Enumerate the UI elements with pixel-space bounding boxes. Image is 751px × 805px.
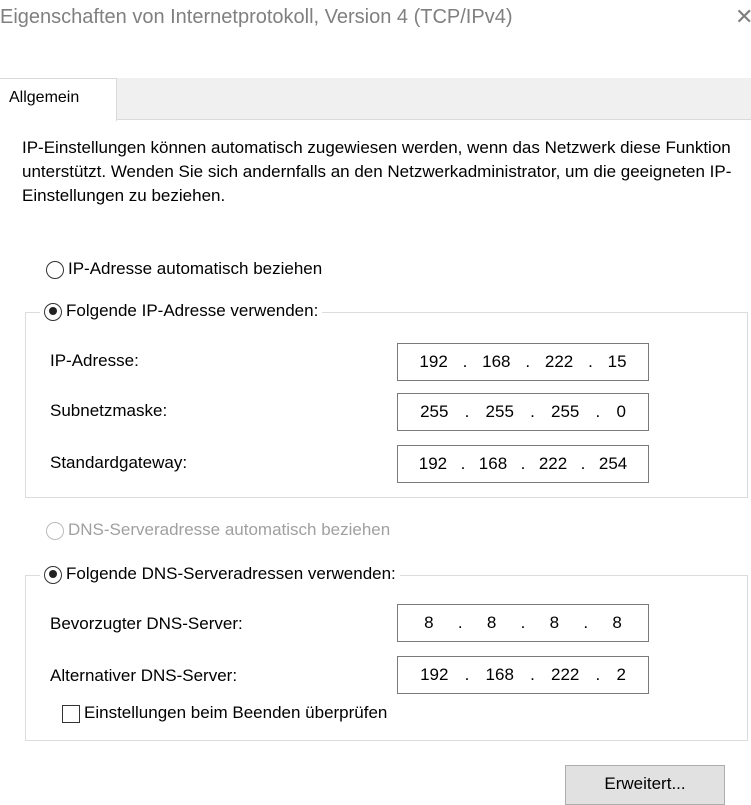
- tab-strip: [0, 78, 751, 120]
- description-text: IP-Einstellungen können automatisch zuge…: [22, 138, 732, 205]
- radio-ip-auto-label: IP-Adresse automatisch beziehen: [68, 259, 323, 278]
- subnet-mask-label: Subnetzmaske:: [50, 401, 168, 420]
- ip-group-box: [25, 312, 748, 498]
- radio-dns-manual[interactable]: Folgende DNS-Serveradressen verwenden:: [40, 564, 400, 584]
- ip-address-label: IP-Adresse:: [50, 351, 139, 370]
- gateway-input[interactable]: 192. 168. 222. 254: [397, 445, 649, 483]
- alternate-dns-label: Alternativer DNS-Server:: [50, 666, 238, 685]
- radio-dns-manual-label: Folgende DNS-Serveradressen verwenden:: [66, 564, 396, 583]
- gateway-label: Standardgateway:: [50, 453, 188, 472]
- radio-disabled-icon: [46, 521, 64, 540]
- radio-ip-manual-label: Folgende IP-Adresse verwenden:: [66, 301, 319, 320]
- radio-ip-manual[interactable]: Folgende IP-Adresse verwenden:: [40, 301, 323, 321]
- ip-address-input[interactable]: 192. 168. 222. 15: [397, 343, 649, 381]
- validate-checkbox[interactable]: Einstellungen beim Beenden überprüfen: [62, 703, 387, 723]
- preferred-dns-label: Bevorzugter DNS-Server:: [50, 614, 243, 633]
- radio-dns-auto-label: DNS-Serveradresse automatisch beziehen: [68, 520, 391, 539]
- checkbox-icon: [62, 704, 80, 723]
- close-icon[interactable]: ✕: [735, 4, 751, 29]
- preferred-dns-input[interactable]: 8.8.8.8: [397, 604, 649, 642]
- subnet-mask-input[interactable]: 255. 255. 255. 0: [397, 393, 649, 431]
- advanced-button[interactable]: Erweitert...: [565, 765, 725, 805]
- alternate-dns-input[interactable]: 192. 168. 222. 2: [397, 656, 649, 694]
- radio-ip-auto[interactable]: IP-Adresse automatisch beziehen: [46, 259, 322, 279]
- validate-checkbox-label: Einstellungen beim Beenden überprüfen: [84, 703, 388, 722]
- radio-icon: [46, 260, 64, 279]
- radio-selected-icon: [44, 565, 62, 584]
- radio-dns-auto: DNS-Serveradresse automatisch beziehen: [46, 520, 390, 540]
- radio-selected-icon: [44, 302, 62, 321]
- window-title: Eigenschaften von Internetprotokoll, Ver…: [0, 6, 513, 28]
- tab-allgemein[interactable]: Allgemein: [0, 78, 117, 121]
